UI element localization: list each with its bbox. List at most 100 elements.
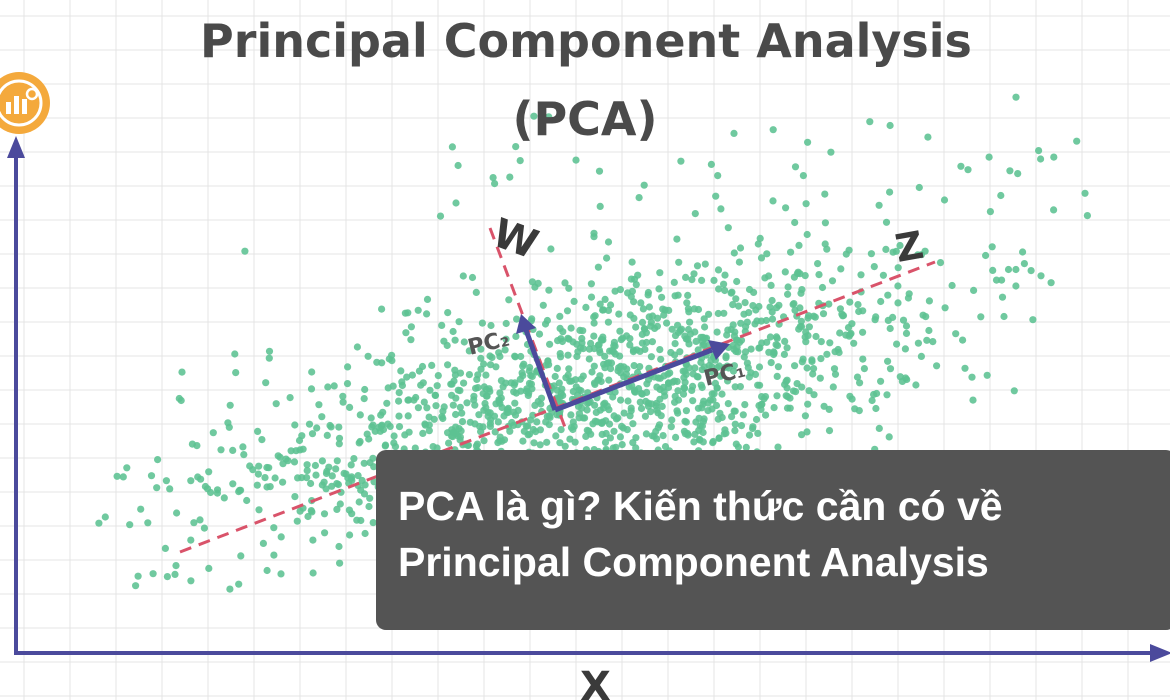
data-point	[423, 295, 432, 303]
data-point	[1029, 316, 1037, 324]
data-point	[795, 241, 803, 249]
data-point	[328, 472, 336, 480]
data-point	[657, 412, 665, 420]
data-point	[821, 240, 829, 248]
data-point	[113, 472, 121, 480]
data-point	[988, 243, 996, 251]
data-point	[567, 411, 575, 419]
data-point	[205, 468, 213, 476]
data-point	[452, 394, 460, 402]
data-point	[684, 291, 692, 299]
data-point	[506, 427, 514, 435]
data-point	[604, 306, 613, 314]
data-point	[587, 430, 595, 438]
data-point	[390, 432, 398, 440]
data-point	[531, 401, 539, 409]
data-point	[855, 307, 863, 316]
data-point	[226, 401, 234, 409]
data-point	[912, 381, 920, 389]
data-point	[731, 420, 739, 428]
data-point	[682, 407, 691, 415]
data-point	[518, 369, 526, 377]
data-point	[229, 446, 237, 454]
data-point	[877, 297, 885, 306]
data-point	[594, 263, 603, 271]
data-point	[601, 352, 609, 360]
data-point	[454, 161, 462, 170]
data-point	[601, 295, 609, 303]
data-point	[653, 322, 662, 330]
data-point	[423, 310, 431, 318]
data-point	[1006, 167, 1014, 175]
data-point	[428, 361, 436, 369]
data-point	[237, 552, 245, 560]
data-point	[592, 408, 600, 416]
data-point	[419, 379, 427, 387]
data-point	[482, 404, 490, 412]
data-point	[838, 310, 846, 318]
data-point	[402, 329, 410, 337]
data-point	[318, 457, 326, 465]
data-point	[175, 394, 183, 403]
data-point	[410, 396, 418, 404]
data-point	[641, 412, 650, 420]
data-point	[166, 485, 174, 493]
data-point	[709, 396, 717, 404]
data-point	[802, 200, 810, 208]
data-point	[638, 390, 646, 398]
data-point	[1019, 248, 1027, 256]
data-point	[307, 385, 316, 393]
data-point	[793, 269, 802, 278]
data-point	[527, 371, 535, 380]
data-point	[763, 338, 771, 346]
data-point	[811, 313, 819, 321]
data-point	[672, 433, 680, 441]
data-point	[637, 404, 646, 413]
data-point	[745, 285, 754, 294]
data-point	[774, 443, 782, 451]
data-point	[804, 400, 812, 408]
data-point	[243, 496, 251, 505]
data-point	[514, 406, 522, 414]
data-point	[957, 162, 965, 170]
data-point	[645, 376, 653, 384]
data-point	[430, 415, 438, 423]
data-point	[721, 271, 729, 279]
data-point	[320, 478, 328, 486]
data-point	[783, 344, 791, 352]
data-point	[336, 500, 344, 508]
data-point	[842, 250, 850, 258]
data-point	[667, 423, 675, 431]
data-point	[742, 443, 750, 451]
data-point	[757, 254, 766, 262]
data-point	[487, 321, 495, 330]
data-point	[901, 252, 909, 260]
data-point	[303, 467, 311, 475]
data-point	[674, 321, 682, 329]
data-point	[320, 510, 329, 518]
data-point	[780, 350, 789, 358]
data-point	[1004, 265, 1013, 274]
data-point	[714, 309, 722, 318]
data-point	[628, 258, 636, 266]
data-point	[664, 370, 672, 378]
data-point	[489, 174, 497, 182]
data-point	[717, 205, 725, 213]
data-point	[700, 397, 708, 405]
data-point	[544, 357, 552, 365]
data-point	[747, 369, 755, 377]
data-point	[209, 429, 217, 437]
data-point	[308, 368, 316, 376]
data-point	[232, 369, 240, 377]
data-point	[692, 337, 700, 345]
data-point	[915, 183, 923, 192]
data-point	[496, 399, 504, 407]
data-point	[553, 364, 561, 372]
data-point	[587, 293, 596, 301]
data-point	[941, 304, 949, 312]
data-point	[486, 419, 494, 427]
data-point	[473, 440, 481, 448]
data-point	[196, 516, 204, 524]
data-point	[149, 570, 157, 578]
data-point	[335, 542, 343, 551]
